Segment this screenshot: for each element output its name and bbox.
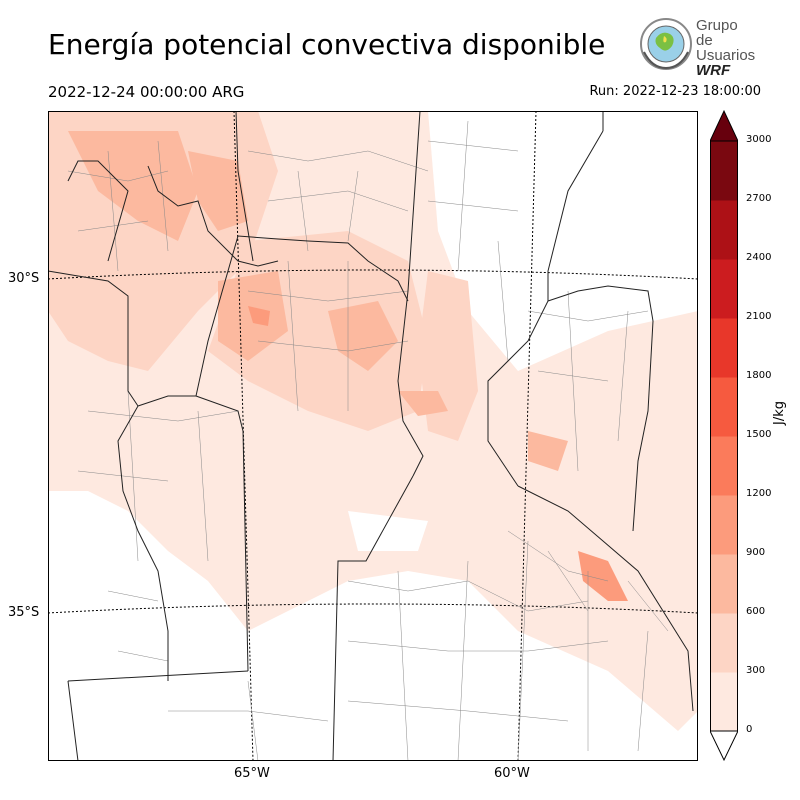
map-frame (48, 111, 698, 761)
valid-time: 2022-12-24 00:00:00 ARG (48, 83, 245, 101)
colorbar-tick-label: 600 (746, 606, 766, 617)
colorbar-bin (710, 495, 738, 555)
logo-line1: Grupo de (696, 17, 738, 49)
colorbar-tick-label: 2100 (746, 311, 772, 322)
no-cape-areas (68, 111, 698, 711)
wrf-logo: Grupo de Usuarios WRF (638, 16, 758, 79)
colorbar-tick-label: 300 (746, 665, 766, 676)
colorbar-bin (710, 318, 738, 378)
cape-map (48, 111, 698, 761)
colorbar-tick-label: 900 (746, 547, 766, 558)
colorbar-bin (710, 672, 738, 732)
colorbar-bin (710, 141, 738, 201)
colorbar-extend-bottom (710, 730, 738, 762)
colorbar-bin (710, 436, 738, 496)
page-title: Energía potencial convectiva disponible (48, 28, 606, 61)
run-time: Run: 2022-12-23 18:00:00 (589, 84, 761, 99)
colorbar-bin (710, 613, 738, 673)
lon-label-65: 65°W (234, 766, 270, 781)
department-boundaries (67, 120, 669, 761)
colorbar-bin (710, 554, 738, 614)
logo-line2: Usuarios (696, 47, 756, 64)
globe-icon (640, 18, 692, 70)
cape-shading (48, 111, 698, 731)
colorbar-frame (710, 140, 738, 732)
colorbar-tick-label: 1200 (746, 488, 772, 499)
lon-label-60: 60°W (494, 766, 530, 781)
colorbar-bin (710, 200, 738, 260)
lat-label-35: 35°S (8, 605, 40, 620)
colorbar-tick-label: 1500 (746, 429, 772, 440)
colorbar-tick-label: 2700 (746, 193, 772, 204)
colorbar (710, 109, 738, 762)
lat-label-30: 30°S (8, 271, 40, 286)
province-boundaries (48, 111, 694, 761)
colorbar-tick-label: 3000 (746, 134, 772, 145)
colorbar-tick-label: 0 (746, 724, 753, 735)
logo-line3: WRF (696, 62, 731, 79)
colorbar-unit-label: J/kg (772, 401, 787, 425)
colorbar-bin (710, 377, 738, 437)
colorbar-tick-label: 1800 (746, 370, 772, 381)
colorbar-extend-top (710, 109, 738, 142)
colorbar-bins (710, 141, 738, 732)
colorbar-tick-label: 2400 (746, 252, 772, 263)
colorbar-bin (710, 259, 738, 319)
